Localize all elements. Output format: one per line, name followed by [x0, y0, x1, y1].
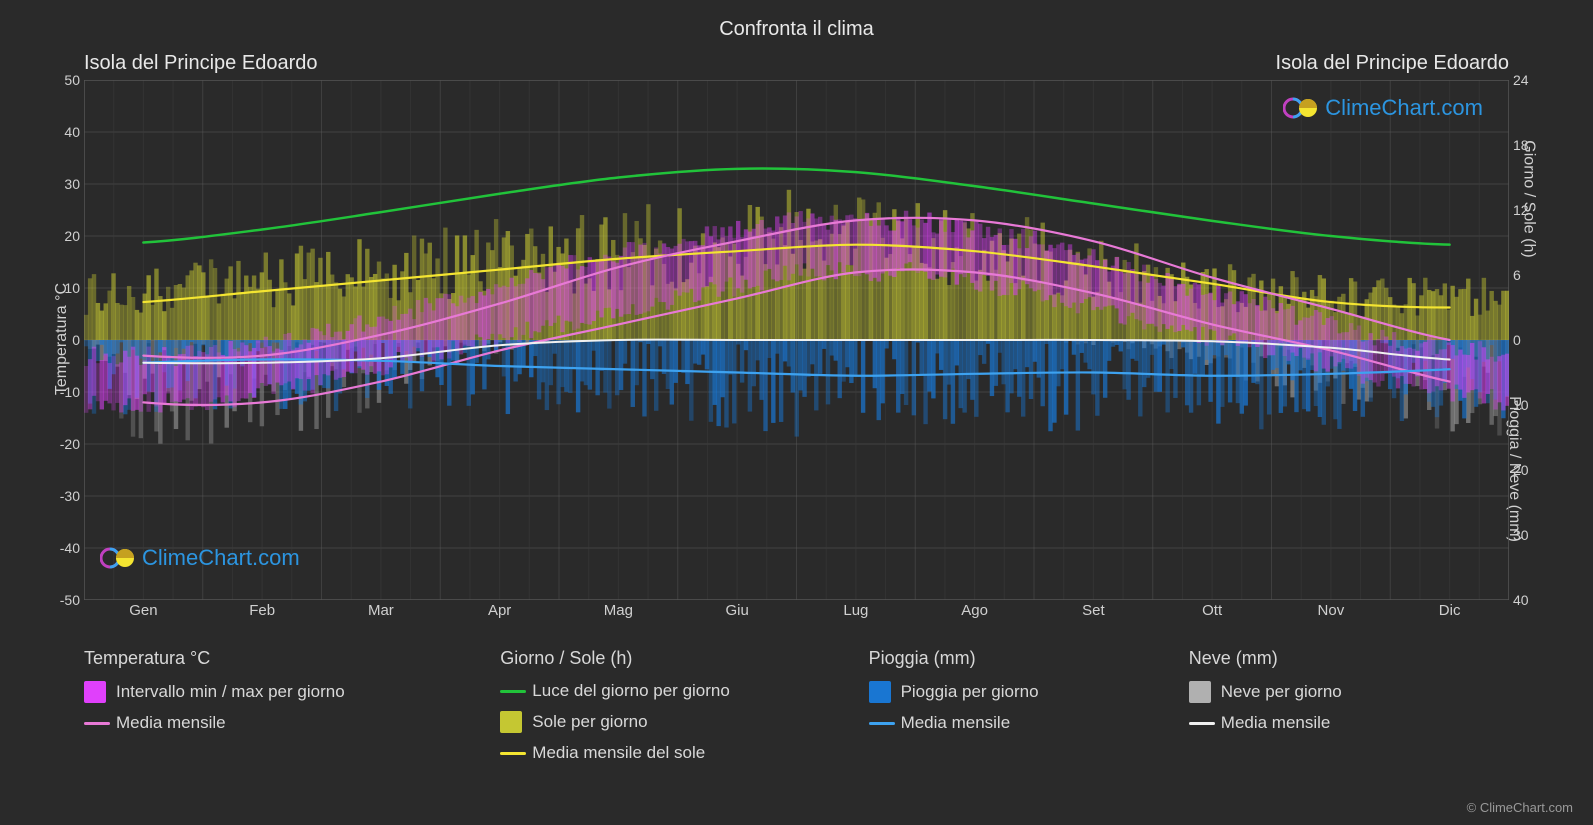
line-swatch-icon — [500, 752, 526, 755]
legend-title-snow: Neve (mm) — [1189, 648, 1509, 669]
copyright: © ClimeChart.com — [1467, 800, 1573, 815]
legend-col-temp: Temperatura °C Intervallo min / max per … — [84, 648, 500, 763]
x-tick: Giu — [678, 602, 797, 626]
legend-title-temp: Temperatura °C — [84, 648, 500, 669]
legend: Temperatura °C Intervallo min / max per … — [84, 648, 1509, 763]
legend-rain-daily: Pioggia per giorno — [869, 681, 1189, 703]
watermark-bottom: ClimeChart.com — [100, 545, 300, 571]
y-ticks-left: -50-40-30-20-1001020304050 — [30, 80, 80, 600]
x-tick: Dic — [1390, 602, 1509, 626]
legend-label: Media mensile — [116, 713, 226, 733]
y-ticks-right: 0612182410203040 — [1513, 80, 1563, 600]
x-tick: Set — [1034, 602, 1153, 626]
logo-icon — [100, 546, 136, 570]
legend-col-rain: Pioggia (mm) Pioggia per giorno Media me… — [869, 648, 1189, 763]
legend-col-daysun: Giorno / Sole (h) Luce del giorno per gi… — [500, 648, 868, 763]
swatch-icon — [869, 681, 891, 703]
legend-label: Intervallo min / max per giorno — [116, 682, 345, 702]
line-swatch-icon — [1189, 722, 1215, 725]
logo-icon — [1283, 96, 1319, 120]
legend-label: Media mensile del sole — [532, 743, 705, 763]
watermark-text: ClimeChart.com — [1325, 95, 1483, 121]
legend-title-daysun: Giorno / Sole (h) — [500, 648, 868, 669]
legend-sun-mean: Media mensile del sole — [500, 743, 868, 763]
swatch-icon — [1189, 681, 1211, 703]
watermark-top: ClimeChart.com — [1283, 95, 1483, 121]
x-tick: Mar — [322, 602, 441, 626]
legend-label: Media mensile — [901, 713, 1011, 733]
x-axis-ticks: GenFebMarAprMagGiuLugAgoSetOttNovDic — [84, 602, 1509, 626]
legend-sun: Sole per giorno — [500, 711, 868, 733]
x-tick: Nov — [1272, 602, 1391, 626]
legend-col-snow: Neve (mm) Neve per giorno Media mensile — [1189, 648, 1509, 763]
x-tick: Feb — [203, 602, 322, 626]
legend-temp-mean: Media mensile — [84, 713, 500, 733]
legend-label: Pioggia per giorno — [901, 682, 1039, 702]
page-title: Confronta il clima — [0, 18, 1593, 41]
x-tick: Ago — [915, 602, 1034, 626]
swatch-icon — [84, 681, 106, 703]
x-tick: Apr — [440, 602, 559, 626]
location-left: Isola del Principe Edoardo — [84, 52, 317, 75]
legend-label: Luce del giorno per giorno — [532, 681, 730, 701]
chart-area — [84, 80, 1509, 600]
legend-snow-daily: Neve per giorno — [1189, 681, 1509, 703]
x-tick: Mag — [559, 602, 678, 626]
x-tick: Gen — [84, 602, 203, 626]
legend-temp-range: Intervallo min / max per giorno — [84, 681, 500, 703]
climate-chart-svg — [84, 80, 1509, 600]
swatch-icon — [500, 711, 522, 733]
legend-label: Sole per giorno — [532, 712, 647, 732]
legend-label: Media mensile — [1221, 713, 1331, 733]
x-tick: Lug — [797, 602, 916, 626]
legend-rain-mean: Media mensile — [869, 713, 1189, 733]
legend-title-rain: Pioggia (mm) — [869, 648, 1189, 669]
location-right: Isola del Principe Edoardo — [1276, 52, 1509, 75]
legend-snow-mean: Media mensile — [1189, 713, 1509, 733]
line-swatch-icon — [869, 722, 895, 725]
x-tick: Ott — [1153, 602, 1272, 626]
watermark-text: ClimeChart.com — [142, 545, 300, 571]
line-swatch-icon — [84, 722, 110, 725]
legend-label: Neve per giorno — [1221, 682, 1342, 702]
legend-daylight: Luce del giorno per giorno — [500, 681, 868, 701]
line-swatch-icon — [500, 690, 526, 693]
